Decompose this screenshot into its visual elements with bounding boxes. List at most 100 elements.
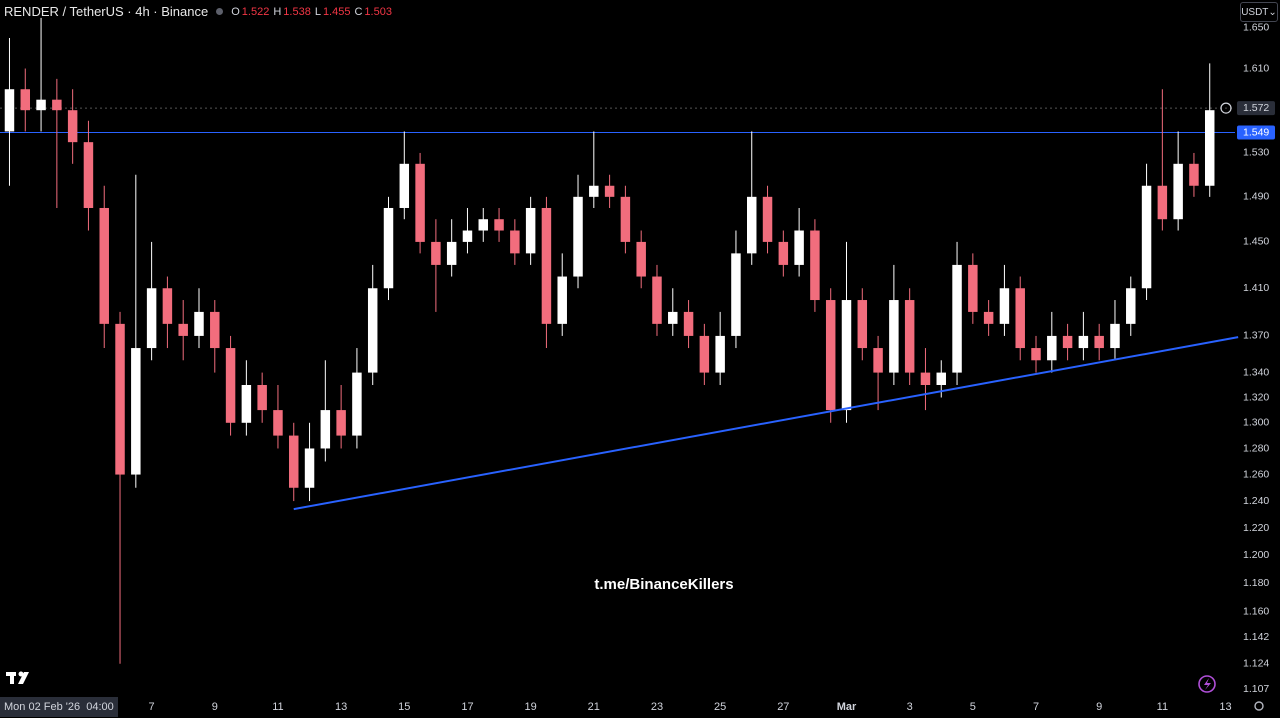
x-tick-label: 11 <box>272 701 283 713</box>
candle-body <box>20 89 31 111</box>
candle-body <box>225 348 236 423</box>
x-tick-label: 13 <box>335 701 347 713</box>
y-tick: 1.200 <box>1243 549 1269 561</box>
level-label-bg <box>1237 125 1275 140</box>
y-tick: 1.220 <box>1243 522 1269 534</box>
y-tick: 1.180 <box>1243 577 1269 589</box>
candle-body <box>1015 288 1025 349</box>
ohlc-value: 1.538 <box>283 5 311 18</box>
candle-body <box>146 288 157 349</box>
x-tick-label: 21 <box>588 701 600 713</box>
y-tick: 1.240 <box>1243 495 1269 507</box>
candle-body <box>1204 110 1215 186</box>
candle-body <box>383 207 394 289</box>
candle-body <box>1094 335 1104 349</box>
candle-body <box>289 435 299 488</box>
candle-body <box>1110 323 1120 349</box>
candle-body <box>115 323 125 475</box>
candle-body <box>1047 335 1057 361</box>
header: RENDER / TetherUS · 4h · Binance O 1.522 H… <box>4 4 394 19</box>
settings-icon[interactable] <box>1254 701 1264 711</box>
candle-body <box>968 264 978 312</box>
currency-select[interactable]: USDT ⌄ <box>1240 2 1278 22</box>
x-tick-label: 15 <box>398 701 410 713</box>
candle-body <box>825 300 836 411</box>
candle-body <box>352 372 362 436</box>
y-tick: 1.107 <box>1243 683 1269 695</box>
y-tick-label: 1.490 <box>1243 191 1269 203</box>
alert-icon[interactable] <box>1198 675 1216 693</box>
x-tick-label: 19 <box>525 701 537 713</box>
candle-body <box>67 110 78 143</box>
candle-body <box>194 311 204 336</box>
candle-body <box>1078 335 1089 349</box>
candle-body <box>36 99 46 111</box>
candle-body <box>494 219 504 231</box>
y-tick: 1.490 <box>1243 191 1269 203</box>
candle-body <box>1157 185 1168 220</box>
candle-body <box>99 207 109 324</box>
candle-body <box>573 196 583 277</box>
current-price-label-bg <box>1237 101 1275 116</box>
candle-body <box>668 311 678 324</box>
candle-body <box>715 335 725 373</box>
candle-body <box>1031 348 1041 361</box>
candle-body <box>510 230 520 254</box>
candle-body <box>415 163 425 242</box>
y-tick-label: 1.530 <box>1243 147 1269 159</box>
candle-body <box>525 207 536 254</box>
y-tick-label: 1.650 <box>1243 22 1269 34</box>
candle-body <box>589 185 599 197</box>
candle-body <box>920 372 931 386</box>
candle-body <box>336 410 346 436</box>
y-tick: 1.142 <box>1243 631 1269 643</box>
candle-body <box>873 348 883 373</box>
candle-body <box>1189 163 1199 186</box>
current-price-label: 1.572 <box>1243 102 1269 114</box>
clock-icon <box>1220 102 1232 114</box>
ohlc-key: C <box>354 5 363 18</box>
y-tick-label: 1.450 <box>1243 236 1269 248</box>
x-tick-label: 7 <box>1033 701 1039 713</box>
candle-body <box>683 311 694 336</box>
candle-body <box>699 335 710 373</box>
candle-body <box>1062 335 1073 349</box>
ohlc-value: 1.503 <box>364 5 392 18</box>
x-tick-label: 27 <box>777 701 789 713</box>
y-tick: 1.124 <box>1243 658 1269 670</box>
x-tick-label: 13 <box>1219 701 1231 713</box>
candle-body <box>999 288 1010 324</box>
currency: USDT <box>1241 6 1269 18</box>
candle-body <box>131 348 141 475</box>
ohlc-value: 1.522 <box>241 5 270 18</box>
ohlc-key: H <box>273 5 282 18</box>
x-tick-label: 7 <box>149 701 155 713</box>
y-tick-label: 1.300 <box>1243 417 1269 429</box>
status-dot <box>216 8 224 15</box>
y-tick: 1.260 <box>1243 468 1269 480</box>
y-tick-label: 1.610 <box>1243 62 1269 74</box>
ohlc-key: L <box>314 5 321 18</box>
candle-body <box>557 276 567 324</box>
candle-body <box>304 448 315 488</box>
y-tick: 1.160 <box>1243 605 1269 617</box>
candle-body <box>652 276 662 324</box>
candle-body <box>747 196 757 254</box>
candle-body <box>762 196 773 242</box>
candle-body <box>541 207 552 324</box>
candle-body <box>478 219 488 231</box>
y-tick-label: 1.220 <box>1243 522 1269 534</box>
candle-body <box>431 241 441 265</box>
y-tick-label: 1.142 <box>1243 631 1269 643</box>
x-tick-label: 9 <box>212 701 218 713</box>
y-tick: 1.530 <box>1243 147 1269 159</box>
candle-body <box>462 230 473 242</box>
candle-body <box>731 253 741 336</box>
y-tick: 1.300 <box>1243 417 1269 429</box>
price-axis <box>1235 0 1280 695</box>
x-tick-label: 9 <box>1096 701 1102 713</box>
candle-body <box>857 300 868 349</box>
x-tick-label: 11 <box>1157 701 1168 713</box>
x-tick-label: 25 <box>714 701 726 713</box>
y-tick-label: 1.160 <box>1243 605 1269 617</box>
